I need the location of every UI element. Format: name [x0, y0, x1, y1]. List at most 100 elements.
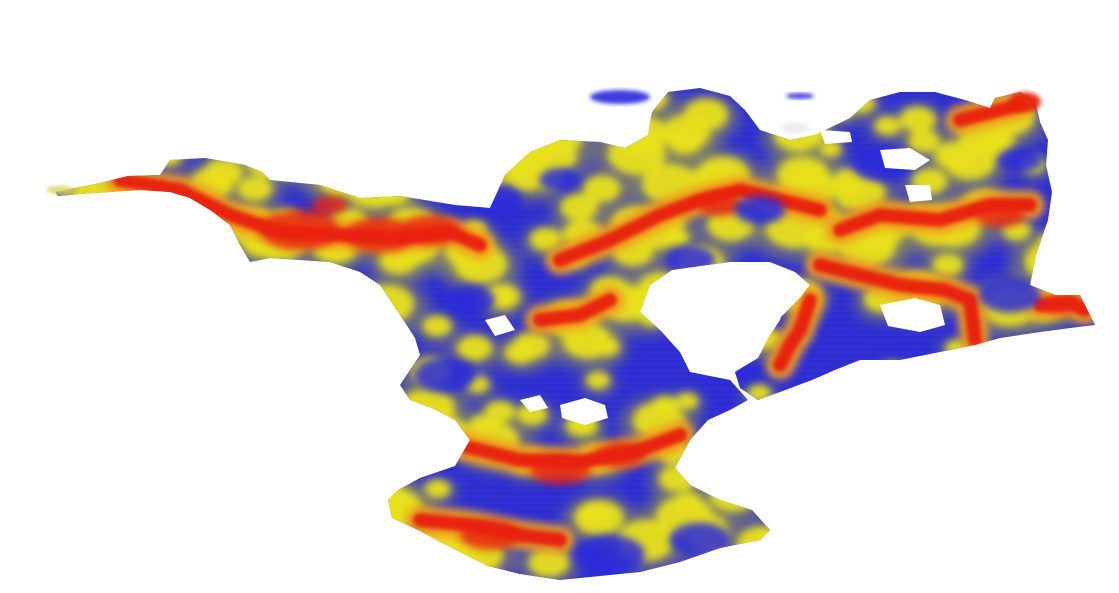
terrain-hill	[252, 391, 292, 420]
terrain-hill	[192, 427, 246, 466]
terrain-hill	[87, 439, 127, 468]
terrain-hill	[209, 127, 243, 152]
terrain-lowland	[444, 285, 496, 315]
terrain-slope	[256, 351, 310, 388]
terrain-hill	[763, 457, 806, 489]
terrain-hotspot	[312, 196, 348, 214]
terrain-slope	[55, 514, 107, 565]
terrain-hill	[250, 391, 276, 410]
terrain-island	[590, 90, 650, 104]
terrain-slope	[322, 398, 390, 445]
terrain-hill	[232, 468, 264, 491]
terrain-slope	[102, 206, 149, 239]
terrain-hill	[447, 552, 481, 576]
terrain-peak	[773, 293, 817, 372]
terrain-slope	[948, 490, 995, 523]
terrain-hill	[134, 201, 172, 228]
terrain-hill	[1030, 387, 1068, 414]
terrain-hill	[388, 414, 418, 435]
terrain-slope	[297, 510, 383, 569]
terrain-hill	[747, 384, 772, 402]
terrain-slope	[243, 390, 283, 417]
terrain-hill	[59, 155, 94, 181]
terrain-slope	[76, 435, 137, 477]
terrain-peak	[533, 293, 617, 327]
terrain-hill	[848, 93, 876, 113]
terrain-hill	[155, 532, 181, 551]
terrain-gap	[520, 395, 548, 412]
terrain-slope	[1028, 384, 1095, 435]
terrain-hill	[55, 197, 92, 229]
terrain-hill	[380, 155, 412, 178]
terrain-hill	[213, 532, 250, 558]
terrain-lowland	[734, 195, 786, 225]
terrain-slope	[95, 358, 167, 408]
terrain-slope	[258, 526, 330, 576]
terrain-hill	[874, 116, 901, 135]
terrain-hill	[810, 448, 852, 478]
terrain-slope	[411, 146, 468, 185]
terrain-hill	[169, 335, 213, 367]
terrain-hotspot	[530, 455, 590, 485]
terrain-slope	[90, 540, 178, 580]
terrain-slope	[324, 433, 405, 489]
terrain-slope	[324, 88, 414, 140]
terrain-hill	[1024, 240, 1083, 283]
terrain-slope	[372, 404, 419, 436]
terrain-lowland	[997, 147, 1043, 173]
terrain-hill	[675, 392, 699, 410]
terrain-slope	[179, 293, 243, 338]
terrain-hill	[190, 297, 232, 328]
terrain-slope	[752, 453, 818, 499]
terrain-hill	[283, 390, 318, 415]
terrain-hill	[95, 88, 139, 111]
terrain-hill	[290, 467, 333, 498]
terrain-hill	[137, 330, 186, 366]
terrain-slope	[166, 101, 234, 148]
terrain-lowland	[669, 522, 731, 558]
terrain-hill	[424, 479, 451, 499]
terrain-hotspot	[1042, 296, 1078, 314]
terrain-hill	[241, 310, 293, 347]
terrain-hill	[100, 480, 155, 520]
terrain-hill	[586, 371, 611, 389]
terrain-hill	[168, 208, 210, 238]
terrain-slope	[426, 150, 491, 195]
terrain-hill	[249, 431, 305, 471]
terrain-slope	[288, 136, 377, 198]
terrain-slope	[55, 277, 126, 331]
terrain-slope	[79, 359, 145, 405]
terrain-slope	[76, 325, 157, 381]
terrain-hill	[420, 149, 458, 176]
terrain-peak	[553, 183, 827, 267]
terrain-hill	[956, 492, 987, 515]
terrain-slope	[55, 378, 97, 411]
terrain-hill	[652, 396, 679, 415]
terrain-hill	[583, 175, 621, 203]
terrain-slope	[1056, 531, 1090, 555]
terrain-slope	[964, 361, 1001, 386]
terrain-hill	[331, 363, 371, 393]
terrain-hill	[348, 466, 401, 505]
terrain-hill	[71, 401, 130, 444]
terrain-hill	[934, 141, 975, 170]
terrain-hill	[107, 362, 155, 397]
terrain-gap	[485, 315, 515, 336]
terrain-slope	[842, 92, 883, 121]
terrain-hill	[988, 132, 1015, 151]
terrain-slope	[973, 386, 1031, 426]
terrain-hill	[225, 375, 252, 395]
terrain-hill	[469, 414, 497, 435]
terrain-hill	[149, 505, 202, 543]
terrain-hill	[1035, 525, 1094, 568]
terrain-hill	[484, 400, 516, 423]
terrain-hotspot	[595, 442, 645, 468]
terrain-slope	[1040, 452, 1095, 504]
terrain-slope	[303, 107, 367, 151]
terrain-slope	[1020, 519, 1095, 580]
terrain-slope	[86, 480, 171, 539]
terrain-hill	[180, 531, 212, 555]
terrain-hill	[975, 403, 1013, 430]
terrain-slope	[86, 473, 170, 532]
terrain-hill	[201, 495, 227, 514]
